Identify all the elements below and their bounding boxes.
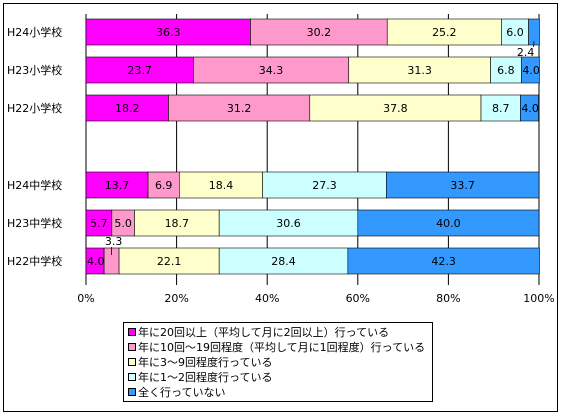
value-label: 33.7 xyxy=(450,179,475,192)
bar-segment xyxy=(85,209,113,237)
bar-segment xyxy=(520,94,539,122)
category-label: H24中学校 xyxy=(7,178,62,192)
value-label: 34.3 xyxy=(259,64,284,77)
legend-swatch-2 xyxy=(128,358,136,366)
gridlines xyxy=(85,14,540,285)
bar-segment xyxy=(218,247,349,275)
value-label: 5.7 xyxy=(90,217,108,230)
legend-label: 全く行っていない xyxy=(138,386,226,399)
value-label: 4.0 xyxy=(521,102,539,115)
legend-swatch-4 xyxy=(128,388,136,396)
value-label: 23.7 xyxy=(127,64,152,77)
bar-segment xyxy=(262,171,387,199)
value-label: 4.0 xyxy=(87,255,105,268)
legend-swatch-1 xyxy=(128,343,136,351)
value-label: 18.4 xyxy=(209,179,234,192)
legend: 年に20回以上（平均して月に2回以上）行っている 年に10回～19回程度（平均し… xyxy=(123,322,433,402)
bar-segment xyxy=(357,209,540,237)
value-label: 27.3 xyxy=(312,179,337,192)
category-labels: H24小学校 H23小学校 H22小学校 H24中学校 H23中学校 H22中学校 xyxy=(7,25,62,268)
value-label: 36.3 xyxy=(156,26,181,39)
value-label: 28.4 xyxy=(271,255,296,268)
value-label: 8.7 xyxy=(492,102,510,115)
category-label: H22小学校 xyxy=(7,101,62,115)
x-tick-label: 80% xyxy=(436,292,460,305)
value-label: 40.0 xyxy=(436,217,461,230)
legend-label: 年に1～2回程度行っている xyxy=(138,371,273,384)
legend-label: 年に20回以上（平均して月に2回以上）行っている xyxy=(138,326,390,339)
value-label: 5.0 xyxy=(114,217,132,230)
value-label: 6.8 xyxy=(497,64,515,77)
bar-segment xyxy=(480,94,521,122)
x-tick-label: 20% xyxy=(164,292,188,305)
category-label: H22中学校 xyxy=(7,254,62,268)
category-label: H23小学校 xyxy=(7,63,62,77)
bar-segment xyxy=(501,18,529,46)
value-label: 30.6 xyxy=(276,217,301,230)
legend-item: 年に3～9回程度行っている xyxy=(128,355,432,370)
bar-segment xyxy=(309,94,482,122)
category-label: H23中学校 xyxy=(7,216,62,230)
bar-segment xyxy=(348,56,491,84)
bars xyxy=(85,18,540,275)
bar-segment xyxy=(85,171,149,199)
category-label: H24小学校 xyxy=(7,25,62,39)
legend-item: 年に1～2回程度行っている xyxy=(128,370,432,385)
bar-segment xyxy=(118,247,220,275)
bar-segment xyxy=(193,56,350,84)
x-tick-label: 0% xyxy=(77,292,94,305)
bar-segment xyxy=(521,56,540,84)
x-tick-label: 40% xyxy=(255,292,279,305)
value-label: 31.2 xyxy=(227,102,252,115)
value-label: 22.1 xyxy=(157,255,182,268)
legend-item: 全く行っていない xyxy=(128,385,432,400)
value-labels: 36.3 30.2 25.2 6.0 2.4 23.7 34.3 31.3 6.8 4.0 18.2… xyxy=(87,26,540,268)
x-tick-label: 60% xyxy=(346,292,370,305)
value-label: 4.0 xyxy=(522,64,540,77)
bar-segment xyxy=(85,56,194,84)
x-tick-labels: 0% 20% 40% 60% 80% 100% xyxy=(77,292,554,305)
legend-item: 年に10回～19回程度（平均して月に1回程度）行っている xyxy=(128,340,432,355)
legend-label: 年に3～9回程度行っている xyxy=(138,356,273,369)
bar-segment xyxy=(147,171,180,199)
bar-segment xyxy=(386,171,540,199)
value-label: 42.3 xyxy=(431,255,456,268)
bar-segment xyxy=(218,209,359,237)
bar-segment xyxy=(85,94,169,122)
bar-segment xyxy=(347,247,540,275)
value-label: 13.7 xyxy=(105,179,130,192)
value-label: 18.2 xyxy=(115,102,140,115)
bar-segment xyxy=(168,94,311,122)
value-label: 37.8 xyxy=(383,102,408,115)
legend-swatch-3 xyxy=(128,373,136,381)
value-label: 3.3 xyxy=(105,235,123,248)
value-label: 18.7 xyxy=(165,217,190,230)
legend-label: 年に10回～19回程度（平均して月に1回程度）行っている xyxy=(138,341,426,354)
value-label: 2.4 xyxy=(517,46,535,59)
x-tick-label: 100% xyxy=(523,292,554,305)
value-label: 6.9 xyxy=(155,179,173,192)
value-label: 6.0 xyxy=(506,26,524,39)
bar-segment xyxy=(134,209,220,237)
bar-segment xyxy=(386,18,502,46)
bar-segment xyxy=(179,171,263,199)
legend-item: 年に20回以上（平均して月に2回以上）行っている xyxy=(128,325,432,340)
value-label: 25.2 xyxy=(432,26,457,39)
legend-swatch-0 xyxy=(128,328,136,336)
value-label: 30.2 xyxy=(307,26,332,39)
value-label: 31.3 xyxy=(407,64,432,77)
